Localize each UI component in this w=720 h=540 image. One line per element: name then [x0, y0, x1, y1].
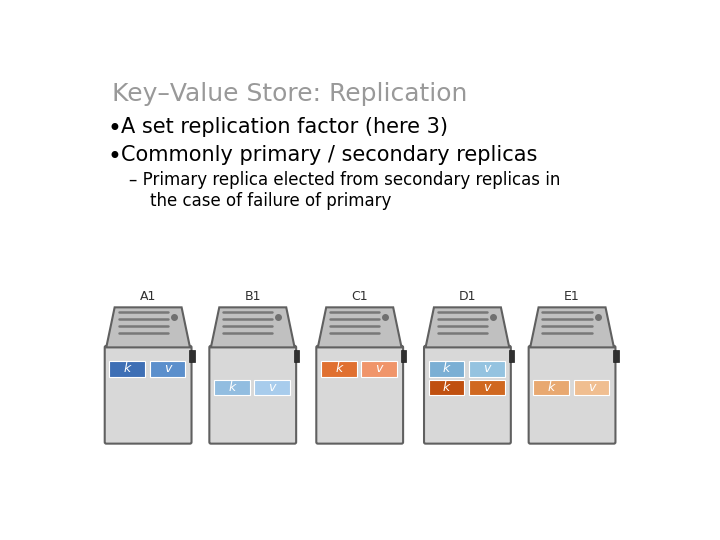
Bar — [254, 380, 290, 395]
Bar — [508, 350, 514, 362]
Text: k: k — [228, 381, 235, 394]
Bar — [428, 380, 464, 395]
Bar — [428, 361, 464, 377]
Text: C1: C1 — [351, 291, 368, 303]
Text: k: k — [335, 362, 343, 375]
Text: •: • — [107, 145, 121, 169]
Text: •: • — [107, 117, 121, 141]
FancyBboxPatch shape — [528, 346, 616, 444]
Polygon shape — [211, 307, 294, 347]
FancyBboxPatch shape — [316, 346, 403, 444]
Polygon shape — [107, 307, 190, 347]
Text: B1: B1 — [245, 291, 261, 303]
Text: k: k — [124, 362, 131, 375]
Bar — [109, 361, 145, 377]
Text: k: k — [547, 381, 554, 394]
Polygon shape — [426, 307, 509, 347]
Polygon shape — [530, 307, 614, 347]
Text: A set replication factor (here 3): A set replication factor (here 3) — [121, 117, 448, 137]
Text: k: k — [443, 381, 450, 394]
Bar — [189, 350, 194, 362]
Bar — [574, 380, 609, 395]
Text: E1: E1 — [564, 291, 580, 303]
Text: A1: A1 — [140, 291, 156, 303]
Bar — [214, 380, 250, 395]
Text: Key–Value Store: Replication: Key–Value Store: Replication — [112, 82, 467, 106]
Text: Commonly primary / secondary replicas: Commonly primary / secondary replicas — [121, 145, 537, 165]
Bar — [613, 350, 618, 362]
Bar — [361, 361, 397, 377]
Bar — [294, 350, 300, 362]
Text: D1: D1 — [459, 291, 476, 303]
Bar — [150, 361, 185, 377]
Text: v: v — [375, 362, 383, 375]
Bar — [469, 361, 505, 377]
Polygon shape — [318, 307, 402, 347]
Text: v: v — [269, 381, 276, 394]
Text: v: v — [483, 381, 490, 394]
Text: k: k — [443, 362, 450, 375]
Bar — [321, 361, 356, 377]
Bar — [401, 350, 406, 362]
Bar — [534, 380, 569, 395]
Text: v: v — [588, 381, 595, 394]
Bar — [469, 380, 505, 395]
Text: v: v — [483, 362, 490, 375]
Text: v: v — [164, 362, 171, 375]
Text: – Primary replica elected from secondary replicas in
    the case of failure of : – Primary replica elected from secondary… — [129, 171, 560, 210]
FancyBboxPatch shape — [104, 346, 192, 444]
FancyBboxPatch shape — [210, 346, 296, 444]
FancyBboxPatch shape — [424, 346, 510, 444]
